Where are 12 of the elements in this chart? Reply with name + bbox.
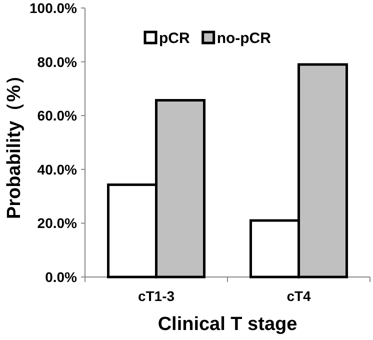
y-tick-label: 0.0% [45,269,78,285]
x-tick-label: cT4 [286,288,312,304]
x-tick-label: cT1-3 [138,288,175,304]
y-axis-title: Probability（%） [4,66,25,220]
legend-label: pCR [159,30,190,47]
legend-label: no-pCR [216,30,272,47]
x-axis-title: Clinical T stage [158,314,298,335]
y-tick-label: 100.0% [30,0,78,16]
y-tick-label: 80.0% [37,54,78,70]
y-tick-label: 40.0% [37,161,78,178]
y-tick-label: 60.0% [37,108,78,124]
y-tick-label: 20.0% [37,215,78,232]
